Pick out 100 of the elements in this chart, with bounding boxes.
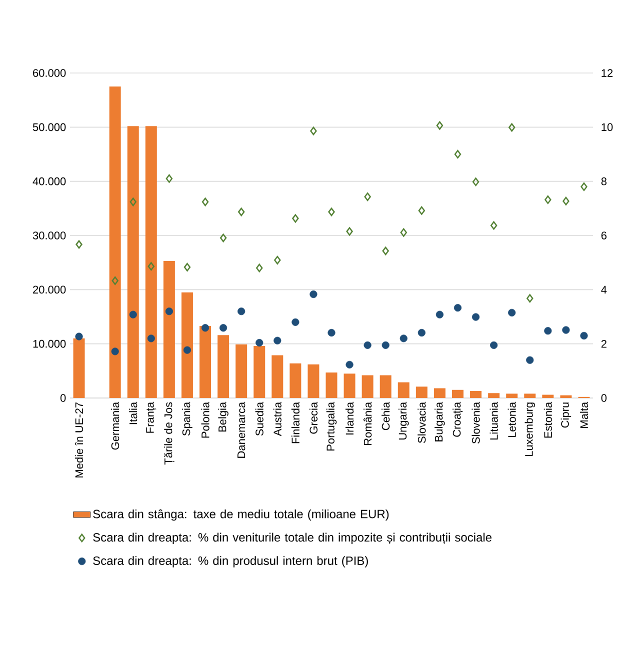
point xyxy=(580,332,588,340)
point xyxy=(75,332,83,340)
point xyxy=(544,327,552,335)
point xyxy=(382,341,390,349)
y-tick-label: 0 xyxy=(60,394,66,402)
y-tick-label: 10.000 xyxy=(33,340,66,348)
point xyxy=(328,208,335,216)
point xyxy=(202,198,209,206)
x-tick-label: Letonia xyxy=(508,402,516,438)
bar xyxy=(434,388,446,398)
point xyxy=(544,195,552,204)
point xyxy=(364,341,372,349)
point xyxy=(508,123,516,132)
x-tick-label: România xyxy=(364,402,372,445)
x-tick-label: Portugalia xyxy=(326,402,337,450)
bar xyxy=(254,346,266,398)
x-tick-label: Lituania xyxy=(490,402,498,440)
point xyxy=(256,338,264,347)
y2-tick-label: 6 xyxy=(601,232,607,240)
bar xyxy=(200,326,212,398)
y2-tick-label: 10 xyxy=(602,123,613,132)
bar xyxy=(524,394,536,398)
point xyxy=(292,318,300,326)
x-tick-label: Grecia xyxy=(309,402,318,434)
bar xyxy=(163,260,175,398)
point xyxy=(183,346,192,354)
legend-label: Scara din stânga: taxe de mediu totale (milioane EUR) xyxy=(93,509,389,521)
point xyxy=(328,328,336,337)
bar xyxy=(218,335,230,398)
point xyxy=(562,196,570,206)
x-tick-label: Luxemburg xyxy=(524,402,536,456)
x-tick-label: Medie în UE-27 xyxy=(74,402,84,478)
point xyxy=(490,341,498,349)
bar xyxy=(416,386,428,398)
point xyxy=(436,310,444,318)
bar xyxy=(308,364,320,398)
point xyxy=(292,214,299,223)
bar xyxy=(470,390,482,398)
point xyxy=(184,262,191,272)
x-tick-label: Croația xyxy=(452,402,463,437)
x-tick-label: Suedia xyxy=(255,402,264,436)
point xyxy=(580,182,588,191)
point xyxy=(111,348,119,356)
bar xyxy=(181,292,193,398)
bar xyxy=(398,382,410,398)
point xyxy=(454,150,462,158)
point xyxy=(274,336,282,344)
point xyxy=(472,178,480,186)
y-tick-label: 40.000 xyxy=(32,177,66,186)
x-tick-label: Polonia xyxy=(201,402,210,438)
point xyxy=(418,206,426,215)
legend-label: Scara din dreapta: % din produsul intern brut (PIB) xyxy=(93,556,368,568)
bar xyxy=(236,344,248,398)
point xyxy=(310,126,317,136)
bar xyxy=(272,355,284,398)
point xyxy=(364,192,371,202)
point xyxy=(220,234,227,242)
x-tick-label: Țările de Jos xyxy=(164,402,174,465)
y-tick-label: 20.000 xyxy=(33,286,66,294)
point xyxy=(201,324,210,332)
point xyxy=(238,208,245,216)
y-tick-label: 60.000 xyxy=(33,69,66,77)
point xyxy=(256,264,263,272)
x-tick-label: Bulgaria xyxy=(434,402,445,442)
x-tick-label: Cipru xyxy=(560,402,572,428)
point xyxy=(346,360,354,368)
point xyxy=(490,221,498,230)
bar xyxy=(542,394,554,398)
point xyxy=(346,227,353,236)
bar xyxy=(506,394,518,398)
x-tick-label: Irlanda xyxy=(346,402,354,434)
point xyxy=(454,304,462,312)
x-tick-label: Spania xyxy=(182,402,192,436)
point xyxy=(526,356,534,364)
point xyxy=(130,198,136,206)
bar xyxy=(560,395,572,398)
x-tick-label: Danemarca xyxy=(238,402,246,458)
bar xyxy=(380,375,392,398)
y2-tick-label: 2 xyxy=(601,340,606,348)
point xyxy=(526,294,534,303)
y2-tick-label: 12 xyxy=(602,69,613,77)
x-tick-label: Belgia xyxy=(218,402,228,432)
point xyxy=(274,256,281,264)
point xyxy=(400,334,408,342)
point xyxy=(166,174,173,183)
point xyxy=(148,262,155,271)
y-tick-label: 30.000 xyxy=(32,232,66,240)
bar xyxy=(452,390,464,398)
point xyxy=(508,308,516,316)
point xyxy=(418,328,426,337)
point xyxy=(219,324,228,332)
legend-label: Scara din dreapta: % din veniturile totale din impozite și contribuții sociale xyxy=(93,532,492,544)
y2-tick-label: 0 xyxy=(601,394,607,402)
point xyxy=(165,308,173,316)
x-tick-label: Finlanda xyxy=(291,402,300,444)
point xyxy=(147,334,155,342)
x-tick-label: Slovacia xyxy=(418,402,426,443)
bar xyxy=(145,126,157,398)
x-tick-label: Ungaria xyxy=(398,402,409,440)
x-tick-label: Estonia xyxy=(544,402,552,438)
